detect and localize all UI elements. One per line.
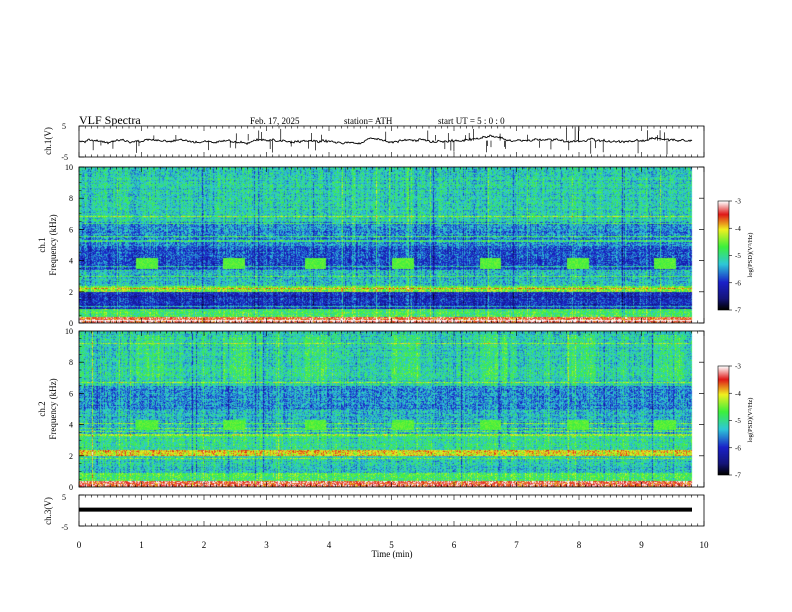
ch1-colorbar-label: log(PSD)(V²/Hz): [747, 233, 754, 278]
time-tick-label: 6: [452, 540, 457, 550]
ch1-spectrogram-heatmap: [79, 167, 704, 323]
ch1-waveform-panel: 5 -5 ch.1(V): [43, 122, 705, 162]
ch3-waveform-trace: [79, 494, 692, 527]
ch3-ytick-top: 5: [62, 493, 66, 502]
ch2-colorbar-gradient: [718, 366, 729, 475]
frequency-tick-label: 8: [69, 358, 73, 367]
time-tick-label: 7: [514, 540, 519, 550]
ch1-ytick-bottom: -5: [61, 153, 68, 162]
ch1-spectrogram-yticks: 0 2 4 6 8 10: [65, 163, 704, 328]
ch3-waveform-ylabel: ch.3(V): [43, 497, 53, 525]
ch1-ytick-top: 5: [62, 122, 66, 131]
ch1-waveform-trace: [78, 125, 693, 158]
waveform-line: [78, 134, 693, 146]
time-tick-label: 10: [700, 540, 710, 550]
ch2-colorbar-ticks: -3 -4 -5 -6 -7: [729, 363, 741, 480]
frequency-tick-label: 6: [69, 225, 73, 234]
colorbar-tick-label: -6: [735, 444, 741, 452]
ch2-colorbar: -3 -4 -5 -6 -7 log(PSD)(V²/Hz): [717, 363, 754, 480]
frequency-tick-label: 4: [69, 421, 73, 430]
ch2-spectrogram-ylabel-frequency: Frequency (kHz): [48, 378, 58, 439]
frequency-tick-label: 8: [69, 194, 73, 203]
frequency-tick-label: 10: [65, 163, 73, 172]
frequency-tick-label: 4: [69, 257, 73, 266]
ch1-waveform-ylabel: ch.1(V): [43, 127, 53, 155]
colorbar-tick-label: -6: [735, 279, 741, 287]
ch2-spectrogram-yticks: 0 2 4 6 8 10: [65, 327, 704, 492]
time-tick-label: 2: [202, 540, 207, 550]
colorbar-tick-label: -3: [735, 363, 741, 371]
frequency-tick-label: 10: [65, 327, 73, 336]
ch1-colorbar-gradient: [718, 201, 729, 310]
frequency-tick-label: 0: [69, 319, 73, 328]
ch1-colorbar: -3 -4 -5 -6 -7 log(PSD)(V²/Hz): [717, 198, 754, 315]
ch1-spectrogram-ylabel-frequency: Frequency (kHz): [48, 214, 58, 275]
colorbar-tick-label: -7: [735, 307, 741, 315]
ch2-spectrogram-panel: 0 2 4 6 8 10 ch.2 Frequency (kHz): [37, 327, 705, 492]
frequency-tick-label: 0: [69, 483, 73, 492]
time-axis-label: Time (min): [372, 549, 413, 559]
time-tick-label: 8: [577, 540, 582, 550]
colorbar-tick-label: -5: [735, 417, 741, 425]
time-tick-label: 3: [264, 540, 269, 550]
ch1-colorbar-ticks: -3 -4 -5 -6 -7: [729, 198, 741, 315]
colorbar-tick-label: -5: [735, 252, 741, 260]
time-tick-label: 1: [139, 540, 144, 550]
ch2-spectrogram-heatmap: [79, 331, 704, 487]
date-label: Feb. 17, 2025: [250, 116, 300, 126]
ch1-spectrogram-ylabel-channel: ch.1: [37, 237, 47, 252]
start-time-label: start UT = 5 : 0 : 0: [438, 116, 505, 126]
time-tick-label: 0: [77, 540, 82, 550]
ch2-colorbar-label: log(PSD)(V²/Hz): [747, 398, 754, 443]
colorbar-tick-label: -7: [735, 472, 741, 480]
frequency-tick-label: 6: [69, 389, 73, 398]
time-tick-label: 9: [639, 540, 644, 550]
time-tick-label: 5: [389, 540, 394, 550]
colorbar-tick-label: -4: [735, 390, 741, 398]
frequency-tick-label: 2: [69, 288, 73, 297]
ch2-spectrogram-ylabel-channel: ch.2: [37, 401, 47, 416]
figure-title: VLF Spectra: [79, 113, 141, 127]
frequency-tick-label: 2: [69, 452, 73, 461]
ch3-ytick-bottom: -5: [61, 523, 68, 532]
time-tick-label: 4: [327, 540, 332, 550]
time-axis-ticks: 0 1 2 3 4 5 6 7 8 9 10: [77, 126, 709, 550]
ch1-spectrogram-panel: 0 2 4 6 8 10 ch.1 Frequency (kHz): [37, 163, 705, 328]
colorbar-tick-label: -4: [735, 225, 741, 233]
ch3-waveform-panel: 5 -5 ch.3(V): [43, 493, 705, 532]
colorbar-tick-label: -3: [735, 198, 741, 206]
station-label: station= ATH: [344, 116, 393, 126]
